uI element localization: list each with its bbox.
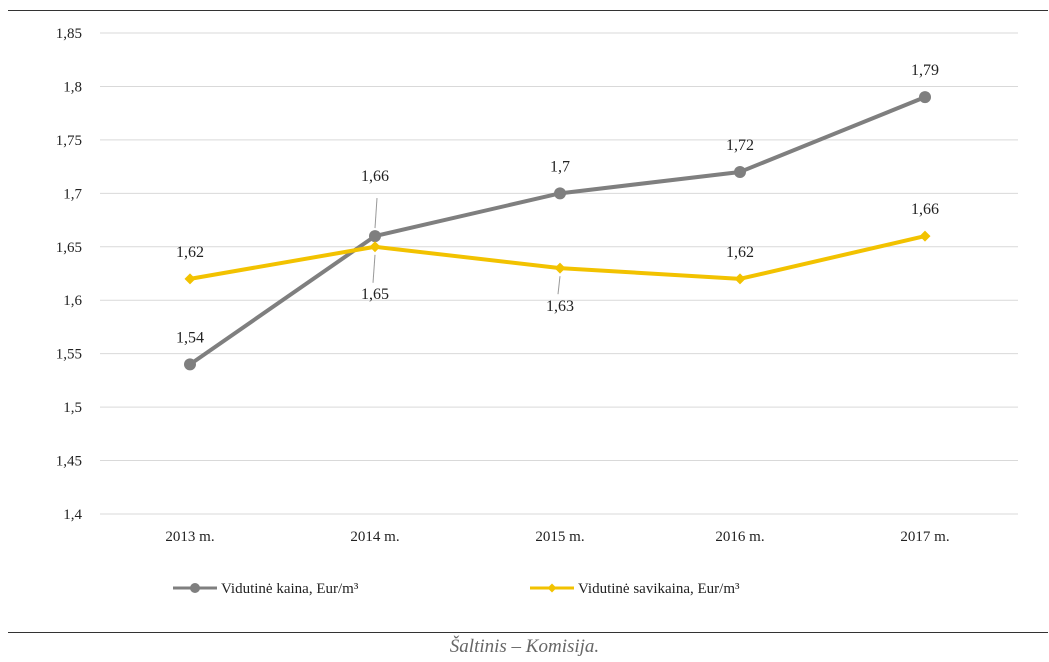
data-label: 1,66	[911, 201, 939, 218]
data-label: 1,62	[176, 244, 204, 261]
y-tick-label: 1,8	[63, 79, 82, 95]
y-tick-label: 1,6	[63, 293, 82, 309]
data-point	[919, 230, 931, 242]
y-tick-label: 1,5	[63, 400, 82, 416]
x-tick-label: 2016 m.	[715, 529, 764, 545]
legend-swatch-marker	[547, 583, 557, 593]
label-leader-line	[557, 276, 561, 295]
series-line	[188, 95, 926, 366]
x-tick-label: 2015 m.	[535, 529, 584, 545]
y-tick-label: 1,45	[56, 454, 82, 470]
x-tick-label: 2013 m.	[165, 529, 214, 545]
top-rule	[8, 10, 1048, 11]
legend-label: Vidutinė savikaina, Eur/m³	[578, 581, 740, 597]
data-label: 1,62	[726, 244, 754, 261]
data-label: 1,72	[726, 137, 754, 154]
y-tick-label: 1,55	[56, 347, 82, 363]
data-label: 1,7	[550, 158, 570, 175]
data-point	[734, 165, 746, 178]
y-tick-label: 1,65	[56, 240, 82, 256]
y-tick-label: 1,75	[56, 133, 82, 149]
data-label: 1,66	[361, 168, 389, 185]
data-point	[184, 273, 196, 285]
y-tick-label: 1,85	[56, 26, 82, 42]
data-point	[554, 262, 566, 274]
y-tick-label: 1,4	[63, 507, 82, 523]
data-point	[919, 91, 931, 104]
data-point	[369, 230, 381, 243]
x-tick-label: 2017 m.	[900, 529, 949, 545]
x-tick-label: 2014 m.	[350, 529, 399, 545]
series-line	[189, 234, 926, 281]
data-label: 1,79	[911, 62, 939, 79]
data-point	[184, 358, 196, 371]
bottom-rule	[8, 632, 1048, 633]
data-label: 1,54	[176, 329, 204, 346]
data-point	[734, 273, 746, 285]
legend-swatch-marker	[190, 583, 200, 593]
line-chart: 1,4 1,45 1,5 1,55 1,6 1,65 1,7 1,75 1,8 1,85 2013 …	[56, 26, 1018, 597]
label-leader-line	[374, 198, 378, 229]
data-label: 1,65	[361, 286, 389, 303]
data-point	[369, 241, 381, 253]
y-tick-label: 1,7	[63, 186, 82, 202]
legend-label: Vidutinė kaina, Eur/m³	[221, 581, 359, 597]
data-point	[554, 187, 566, 200]
data-label: 1,63	[546, 298, 574, 315]
source-caption: Šaltinis – Komisija.	[449, 636, 600, 657]
label-leader-line	[372, 254, 376, 283]
